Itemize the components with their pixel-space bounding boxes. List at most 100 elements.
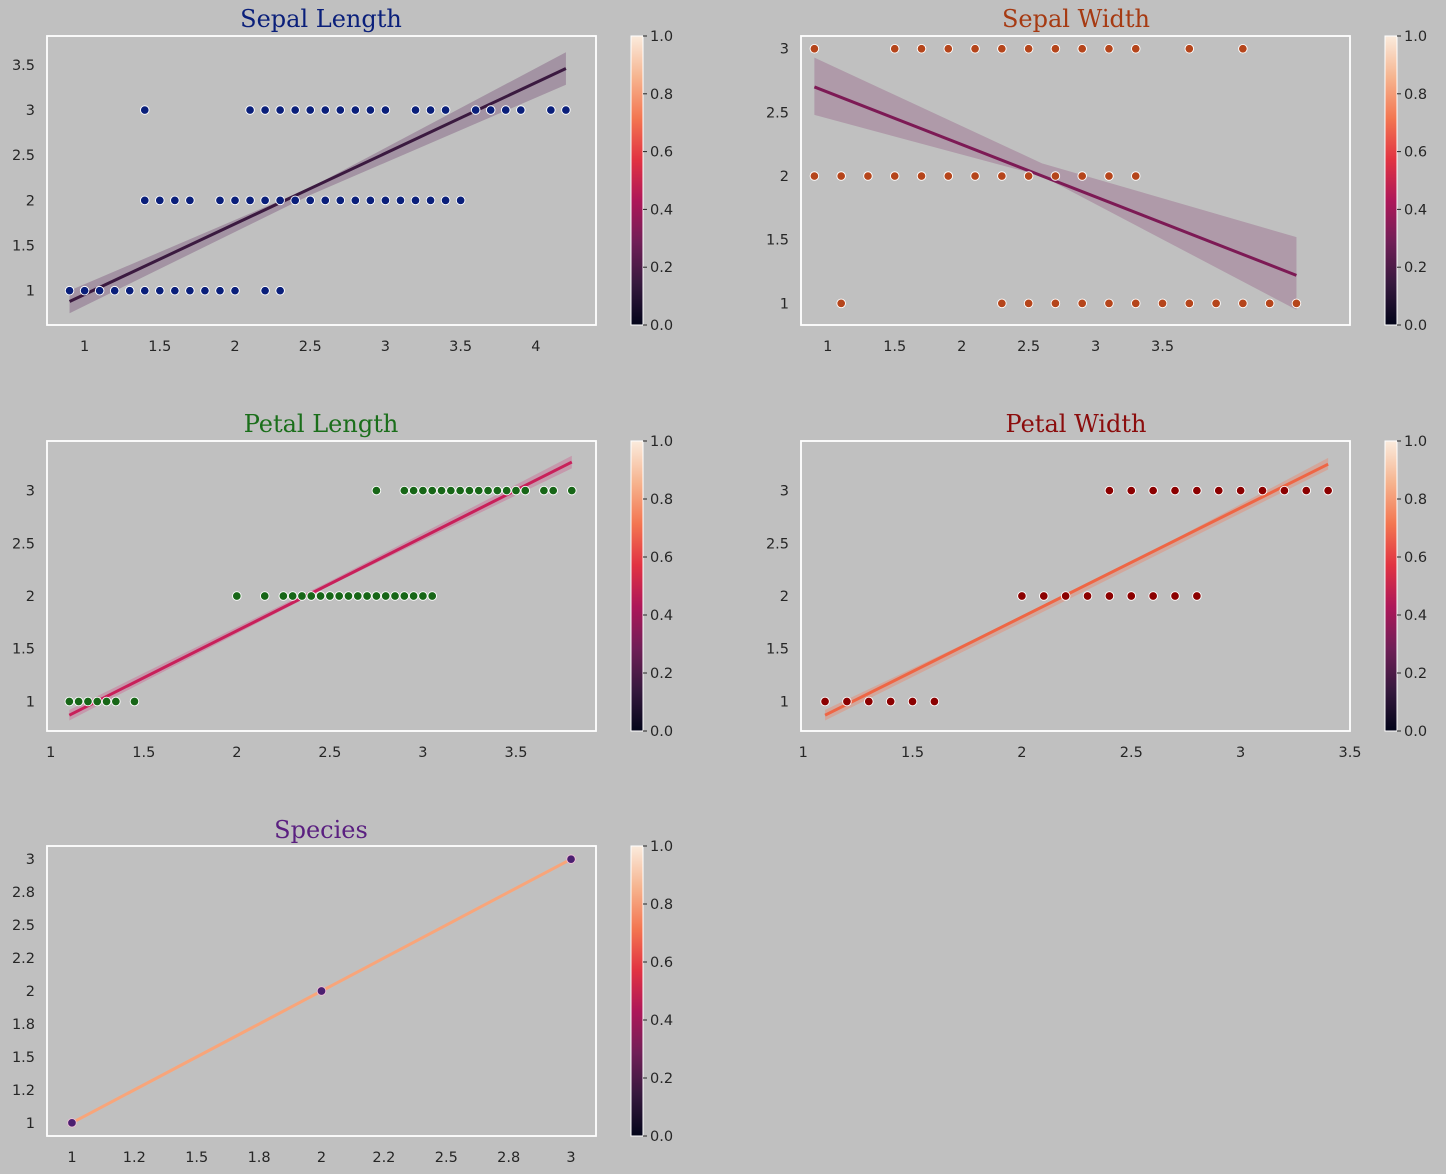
y-tick-label: 1 xyxy=(26,694,35,710)
data-point xyxy=(885,696,896,707)
data-point xyxy=(1126,485,1137,496)
colorbar xyxy=(1384,35,1398,326)
y-tick-label: 2.5 xyxy=(12,148,35,164)
data-point xyxy=(278,591,289,601)
data-point xyxy=(101,696,112,707)
data-point xyxy=(929,696,940,707)
data-point xyxy=(155,285,165,296)
axes-frame xyxy=(46,440,597,732)
x-tick-label: 2.5 xyxy=(435,1150,458,1166)
x-tick-label: 2.5 xyxy=(1017,339,1040,355)
y-tick-label: 2.5 xyxy=(766,105,789,121)
data-point xyxy=(1131,171,1141,181)
data-point xyxy=(455,195,466,206)
x-tick-label: 1.5 xyxy=(185,1150,208,1166)
data-point xyxy=(820,696,830,707)
y-tick-label: 2.5 xyxy=(12,918,35,934)
y-tick-label: 2 xyxy=(26,193,35,209)
x-tick-label: 3.5 xyxy=(449,339,472,355)
data-point xyxy=(1104,43,1114,54)
data-point xyxy=(399,485,410,496)
x-tick-label: 2 xyxy=(957,339,966,355)
data-point xyxy=(1082,591,1093,601)
colorbar-tick-label: 0.4 xyxy=(650,202,673,218)
data-point xyxy=(1104,171,1114,181)
x-tick-label: 1.2 xyxy=(123,1150,146,1166)
data-point xyxy=(290,105,300,115)
colorbar-tick-label: 0.8 xyxy=(1404,87,1427,103)
chart-title: Petal Length xyxy=(244,410,399,438)
data-point xyxy=(260,195,270,206)
data-point xyxy=(83,696,93,707)
y-tick-label: 2 xyxy=(780,589,789,605)
data-point xyxy=(259,591,270,601)
colorbar-tick-label: 0.2 xyxy=(1404,666,1427,682)
data-point xyxy=(305,195,315,206)
data-point xyxy=(350,195,361,206)
x-tick-label: 1 xyxy=(46,745,55,761)
y-tick-label: 1.5 xyxy=(766,642,789,658)
data-point xyxy=(464,485,475,496)
x-tick-label: 1 xyxy=(823,339,832,355)
data-point xyxy=(1211,298,1221,309)
data-point xyxy=(371,591,382,601)
data-point xyxy=(1148,591,1158,601)
data-point xyxy=(275,195,285,206)
data-point xyxy=(1235,485,1246,496)
data-point xyxy=(408,591,419,601)
subplot-petal-length: Petal Length 1 1.5 2 2.5 3 3.5 1 1.5 2 2.5 3 0.0 0.2… xyxy=(12,410,673,761)
data-point xyxy=(1184,43,1195,54)
data-point xyxy=(1264,298,1275,309)
data-point xyxy=(230,195,240,206)
data-point xyxy=(1279,485,1290,496)
data-point xyxy=(418,485,428,496)
data-point xyxy=(470,105,481,115)
data-point xyxy=(245,195,255,206)
y-tick-label: 1.5 xyxy=(12,642,35,658)
data-point xyxy=(1077,298,1087,309)
x-tick-label: 1 xyxy=(67,1150,76,1166)
data-point xyxy=(1214,485,1224,496)
data-point xyxy=(170,195,180,206)
colorbar-tick-label: 0.8 xyxy=(650,492,673,508)
data-point xyxy=(325,591,335,601)
data-point xyxy=(399,591,410,601)
colorbar-tick-label: 0.2 xyxy=(1404,260,1427,276)
data-point xyxy=(371,485,382,496)
y-tick-label: 1 xyxy=(780,694,789,710)
data-point xyxy=(140,195,150,206)
data-point xyxy=(410,105,421,115)
data-point xyxy=(353,591,363,601)
x-tick-label: 2.5 xyxy=(299,339,322,355)
data-point xyxy=(64,285,75,296)
data-point xyxy=(316,986,327,996)
y-tick-label: 2 xyxy=(26,589,35,605)
data-point xyxy=(1104,591,1115,601)
colorbar-tick-label: 0.8 xyxy=(650,87,673,103)
colorbar-tick-label: 0.0 xyxy=(1404,724,1427,740)
x-tick-label: 1.5 xyxy=(883,339,906,355)
x-tick-label: 3 xyxy=(1236,745,1245,761)
data-point xyxy=(943,43,954,54)
data-point xyxy=(1157,298,1168,309)
data-point xyxy=(67,1118,77,1128)
subplot-species: Species 1 1.2 1.5 1.8 2 2.2 2.5 2.8 3 1 1.2 1.5 1.8 2… xyxy=(12,816,673,1166)
data-point xyxy=(1184,298,1195,309)
colorbar-tick-label: 0.8 xyxy=(1404,492,1427,508)
data-point xyxy=(483,485,493,496)
chart-title: Petal Width xyxy=(1006,410,1147,438)
colorbar-tick-label: 1.0 xyxy=(1404,434,1427,450)
data-point xyxy=(365,195,376,206)
data-point xyxy=(567,485,577,496)
y-tick-label: 2.8 xyxy=(12,885,35,901)
data-point xyxy=(427,591,437,601)
data-point xyxy=(408,485,419,496)
data-point xyxy=(185,195,195,206)
x-tick-label: 2 xyxy=(232,745,241,761)
regression-line xyxy=(68,67,567,303)
data-point xyxy=(200,285,210,296)
data-point xyxy=(124,285,135,296)
colorbar-tick-label: 0.6 xyxy=(650,550,673,566)
data-point xyxy=(92,696,102,707)
regression-line xyxy=(813,85,1297,277)
